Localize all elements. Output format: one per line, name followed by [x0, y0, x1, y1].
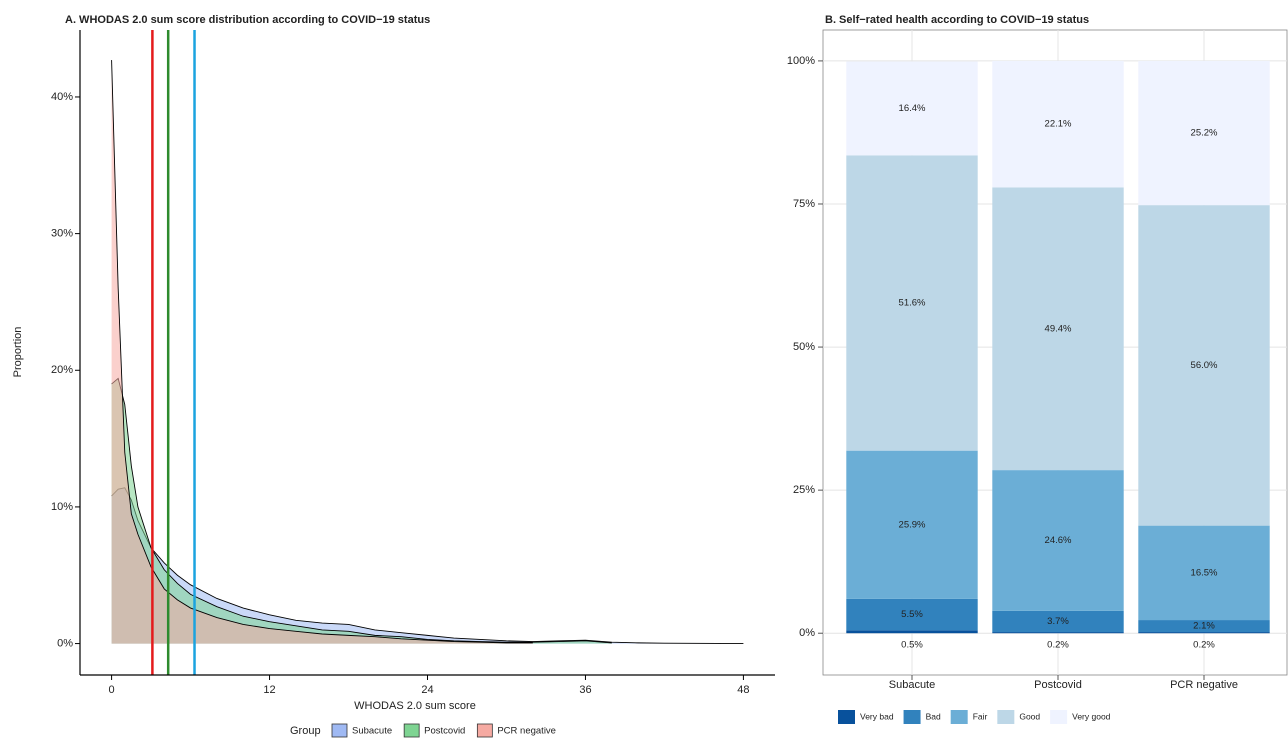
- value-label: 2.1%: [1193, 621, 1215, 632]
- legend-label: Fair: [973, 711, 988, 721]
- y-tick-label: 0%: [57, 637, 73, 649]
- legend-swatch: [476, 723, 493, 738]
- value-label: 25.9%: [899, 519, 926, 530]
- bar-segment: [992, 632, 1124, 634]
- y-axis-label: Proportion: [12, 327, 24, 378]
- y-tick-label: 20%: [51, 364, 73, 376]
- y-tick-label: 75%: [793, 198, 815, 210]
- value-label: 25.2%: [1191, 128, 1218, 139]
- y-tick-label: 30%: [51, 228, 73, 240]
- value-label: 56.0%: [1191, 360, 1218, 371]
- legend-swatch: [950, 710, 968, 724]
- x-tick-label: 0: [109, 684, 115, 696]
- legend-swatch: [403, 723, 420, 738]
- bar-segment: [846, 598, 978, 631]
- x-tick-label: Subacute: [889, 679, 935, 691]
- bar-segment: [846, 450, 978, 599]
- x-tick-label: 12: [263, 684, 275, 696]
- x-tick-label: Postcovid: [1034, 679, 1082, 691]
- area-fill: [111, 60, 533, 644]
- value-label: 0.2%: [1193, 640, 1215, 651]
- legend-swatch: [997, 710, 1015, 724]
- y-tick-label: 50%: [793, 341, 815, 353]
- legend-label: Bad: [926, 711, 941, 721]
- bar-segment: [1138, 205, 1270, 526]
- legend-label: Subacute: [352, 726, 392, 737]
- legend-swatch: [1050, 710, 1068, 724]
- value-label: 16.4%: [899, 103, 926, 114]
- value-label: 0.5%: [901, 640, 923, 651]
- value-label: 49.4%: [1045, 323, 1072, 334]
- area-line: [111, 377, 612, 644]
- x-tick-label: 24: [421, 684, 433, 696]
- value-label: 5.5%: [901, 609, 923, 620]
- x-tick-label: PCR negative: [1170, 679, 1238, 691]
- chart-title: A. WHODAS 2.0 sum score distribution acc…: [65, 14, 430, 26]
- value-label: 22.1%: [1045, 119, 1072, 130]
- bar-segment: [992, 470, 1124, 611]
- bar-segment: [1138, 60, 1270, 206]
- value-label: 24.6%: [1045, 535, 1072, 546]
- x-axis-label: WHODAS 2.0 sum score: [354, 700, 476, 712]
- value-label: 3.7%: [1047, 616, 1069, 627]
- area-line: [111, 60, 533, 644]
- legend-swatch: [331, 723, 348, 738]
- bar-segment: [846, 155, 978, 451]
- y-tick-label: 100%: [787, 55, 815, 67]
- legend-swatch: [838, 710, 855, 724]
- legend-label: Very good: [1072, 711, 1111, 721]
- x-tick-label: 36: [579, 684, 591, 696]
- area-fill: [111, 378, 612, 644]
- bar-segment: [1138, 632, 1270, 634]
- bar-segment: [992, 187, 1124, 471]
- y-tick-label: 0%: [799, 627, 815, 639]
- legend-label: Good: [1019, 711, 1040, 721]
- bar-segment: [992, 610, 1124, 633]
- y-tick-label: 10%: [51, 501, 73, 513]
- bar-segment: [846, 630, 978, 634]
- bar-segment: [1138, 620, 1270, 633]
- value-label: 0.2%: [1047, 640, 1069, 651]
- bar-segment: [1138, 525, 1270, 621]
- value-label: 51.6%: [899, 298, 926, 309]
- legend-label: Very bad: [860, 711, 894, 721]
- x-tick-label: 48: [737, 684, 749, 696]
- y-tick-label: 25%: [793, 484, 815, 496]
- legend-swatch: [903, 710, 921, 724]
- bar-segment: [846, 61, 978, 156]
- legend-label: Postcovid: [424, 726, 465, 737]
- y-tick-label: 40%: [51, 91, 73, 103]
- legend-label: PCR negative: [497, 726, 556, 737]
- legend-title: Group: [290, 725, 321, 737]
- bar-segment: [992, 60, 1124, 188]
- chart-title: B. Self−rated health according to COVID−…: [825, 14, 1089, 26]
- value-label: 16.5%: [1191, 567, 1218, 578]
